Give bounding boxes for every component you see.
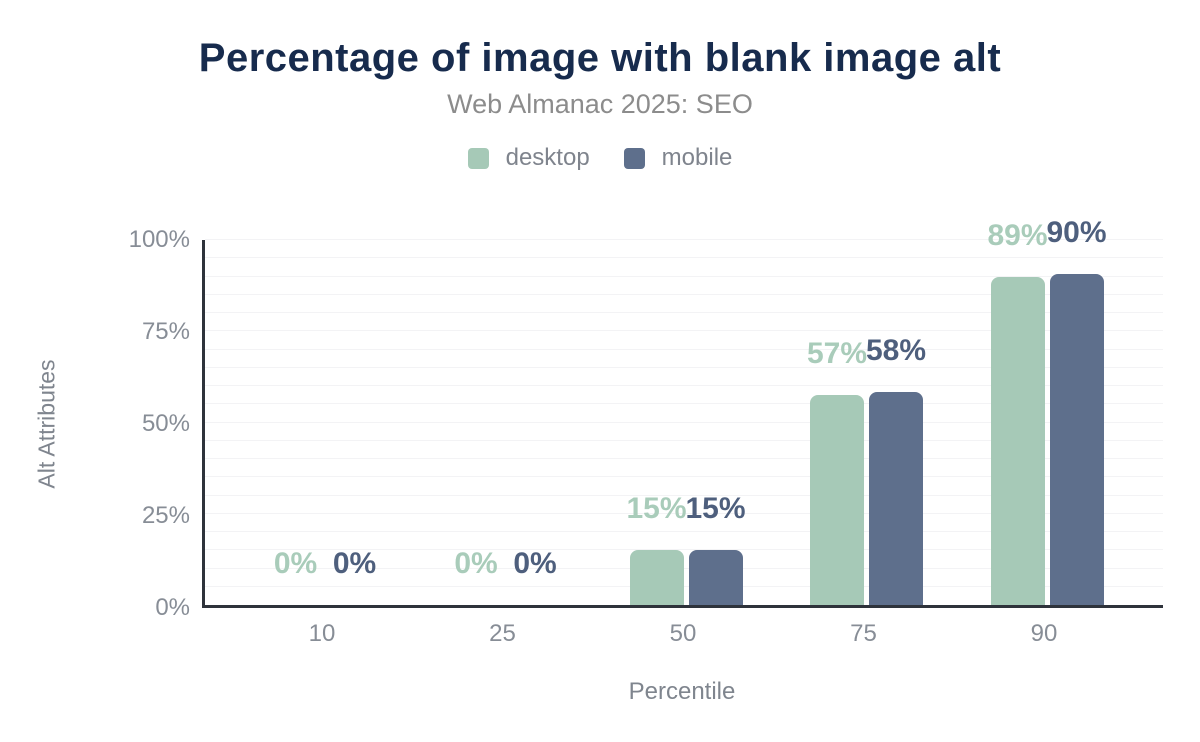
plot-area: 0% 0% 0% 0% 15% 15% 57% 58% 89% 90%: [202, 217, 1163, 608]
gridline: [205, 585, 1163, 587]
value-label-mobile-p10: 0%: [332, 547, 377, 580]
gridline: [205, 239, 1163, 240]
gridline: [205, 312, 1163, 313]
gridline: [205, 366, 1163, 368]
gridline: [205, 257, 1163, 259]
gridline: [205, 531, 1163, 532]
value-label-mobile-p90: 90%: [1046, 215, 1107, 249]
y-tick-0: 0%: [155, 594, 190, 621]
desktop-swatch-icon: [467, 147, 489, 169]
bar-desktop-p75[interactable]: [810, 395, 864, 605]
value-label-desktop-p10: 0%: [273, 547, 318, 580]
value-label-desktop-p90: 89%: [987, 219, 1048, 253]
legend: desktop mobile: [0, 144, 1200, 172]
value-label-mobile-p50: 15%: [685, 491, 746, 525]
bar-desktop-p50[interactable]: [629, 549, 684, 605]
gridline: [205, 567, 1163, 569]
y-tick-25: 25%: [141, 502, 190, 529]
legend-label-mobile: mobile: [661, 144, 733, 171]
value-label-mobile-p25: 0%: [513, 547, 557, 580]
legend-item-mobile[interactable]: mobile: [623, 144, 733, 172]
y-tick-100: 100%: [128, 226, 190, 253]
value-label-mobile-p75: 58%: [865, 333, 927, 367]
gridline: [205, 403, 1163, 405]
gridline: [205, 275, 1163, 277]
gridline: [205, 385, 1163, 386]
gridline: [205, 458, 1163, 459]
gridline: [205, 476, 1163, 478]
bar-mobile-p75[interactable]: [869, 391, 923, 605]
x-tick-10: 10: [308, 620, 336, 647]
bar-mobile-p90[interactable]: [1049, 273, 1104, 605]
legend-item-desktop[interactable]: desktop: [467, 144, 590, 172]
bar-mobile-p50[interactable]: [688, 549, 743, 605]
legend-label-desktop: desktop: [505, 144, 590, 171]
bar-desktop-p90[interactable]: [990, 277, 1045, 605]
gridline: [205, 494, 1163, 496]
value-label-desktop-p75: 57%: [806, 337, 868, 371]
x-axis-title: Percentile: [628, 678, 736, 705]
mobile-swatch-icon: [623, 147, 645, 169]
x-tick-90: 90: [1030, 620, 1058, 647]
chart-subtitle: Web Almanac 2025: SEO: [447, 89, 753, 119]
x-tick-25: 25: [489, 620, 516, 647]
x-tick-75: 75: [850, 620, 877, 647]
gridline: [205, 348, 1163, 350]
gridline: [205, 293, 1163, 295]
gridline: [205, 512, 1163, 514]
value-label-desktop-p25: 0%: [454, 547, 498, 580]
chart-title: Percentage of image with blank image alt: [198, 36, 1002, 80]
value-label-desktop-p50: 15%: [626, 491, 687, 525]
gridline: [205, 439, 1163, 441]
gridline: [205, 330, 1163, 332]
y-tick-75: 75%: [141, 318, 190, 345]
y-tick-50: 50%: [141, 410, 190, 437]
x-tick-50: 50: [669, 620, 697, 647]
gridline: [205, 549, 1163, 551]
gridline: [205, 421, 1163, 423]
